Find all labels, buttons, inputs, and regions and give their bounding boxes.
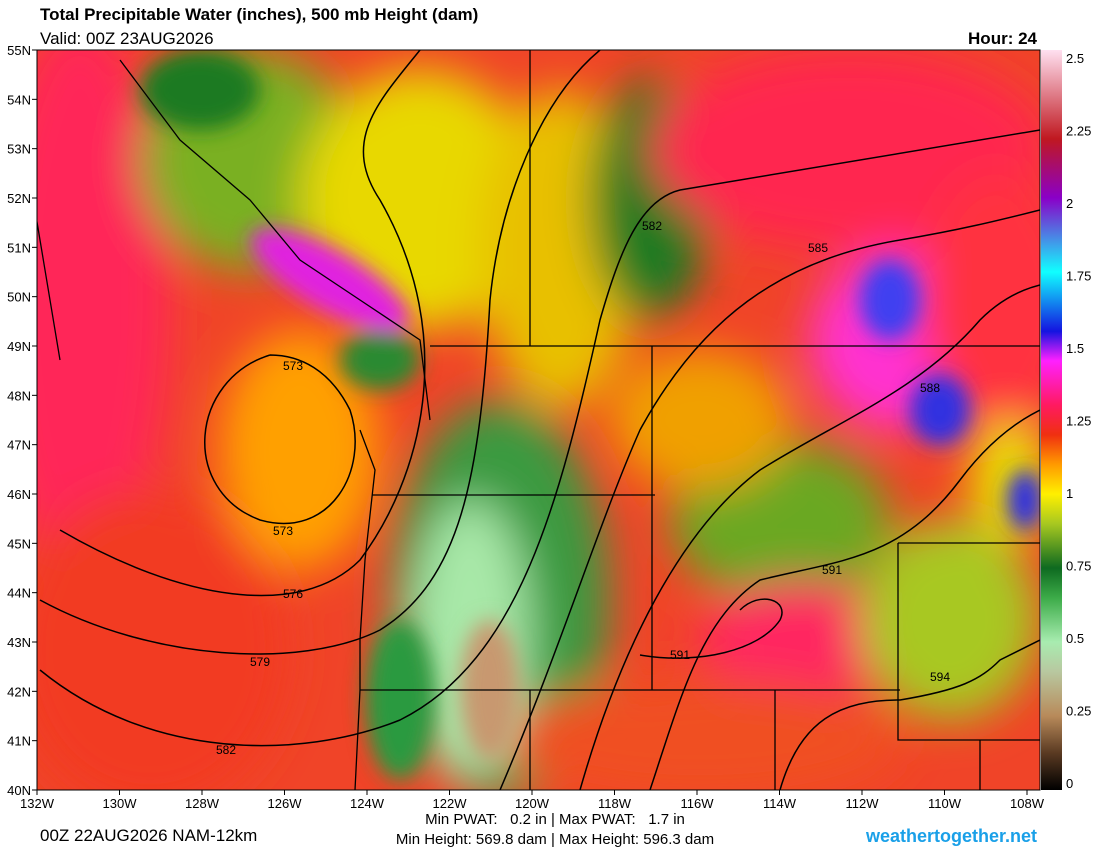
model-run: 00Z 22AUG2026 NAM-12km [40,826,257,845]
lon-label: 132W [20,796,55,811]
lat-label: 53N [7,142,31,157]
contour [649,409,1040,790]
colorbar-label: 0 [1066,776,1073,791]
contour [579,284,1040,790]
colorbar-label: 2.25 [1066,124,1091,139]
contour-label: 585 [808,241,828,255]
lon-label: 118W [598,796,632,811]
lon-label: 124W [350,796,385,811]
lon-label: 114W [763,796,797,811]
lat-label: 49N [7,339,31,354]
height-stats: Min Height: 569.8 dam | Max Height: 596.… [396,831,714,848]
borders [37,50,1040,790]
lat-label: 43N [7,635,31,650]
contour [639,598,783,659]
contour [204,354,356,525]
colorbar-label: 0.75 [1066,559,1091,574]
title: Total Precipitable Water (inches), 500 m… [40,5,478,24]
colorbar-label: 1.5 [1066,341,1084,356]
lon-label: 126W [268,796,303,811]
forecast-hour: Hour: 24 [968,29,1038,48]
site-name: weathertogether.net [865,826,1037,846]
lat-label: 52N [7,191,31,206]
lat-label: 41N [7,734,31,749]
map-frame [36,49,1041,791]
lon-label: 112W [846,796,880,811]
contour [59,50,426,597]
valid-time: Valid: 00Z 23AUG2026 [40,29,214,48]
colorbar-label: 2 [1066,196,1073,211]
contour-label: 573 [283,359,303,373]
lon-label: 108W [1010,796,1045,811]
contour-label: 591 [670,648,690,662]
lat-label: 45N [7,536,31,551]
lon-label: 110W [928,796,962,811]
colorbar-label: 0.25 [1066,704,1091,719]
pwat-field [37,50,1040,790]
lon-label: 116W [681,796,715,811]
lon-label: 128W [185,796,220,811]
colorbar-label: 0.5 [1066,631,1084,646]
lat-label: 40N [7,783,31,798]
contour [39,50,601,655]
pwat-stats: Min PWAT: 0.2 in | Max PWAT: 1.7 in [425,811,685,828]
contour [779,639,1040,790]
lat-label: 54N [7,92,31,107]
colorbar-label: 1 [1066,486,1073,501]
lat-label: 48N [7,388,31,403]
contour [39,129,1040,747]
contour-label: 579 [250,655,270,669]
contour-label: 576 [283,587,303,601]
lon-label: 130W [103,796,138,811]
contour [499,209,1040,790]
contour-label: 594 [930,670,950,684]
axes: 55N 54N 53N 52N 51N 50N 49N 48N 47N 46N 45N 44N 43N 4… [7,43,1045,811]
colorbar [1041,50,1062,790]
lon-label: 122W [433,796,468,811]
colorbar-labels: 2.5 2.25 2 1.75 1.5 1.25 1 0.75 0.5 0.25 0 [1066,51,1091,791]
colorbar-label: 1.75 [1066,269,1091,284]
contour-labels: 573 573 576 579 582 582 585 588 591 591 594 [216,219,950,757]
lon-label: 120W [515,796,550,811]
colorbar-label: 2.5 [1066,51,1084,66]
contour-label: 591 [822,563,842,577]
lat-label: 46N [7,487,31,502]
contour-label: 573 [273,524,293,538]
lat-label: 47N [7,438,31,453]
lat-label: 44N [7,586,31,601]
contour-label: 582 [216,743,236,757]
contour-label: 588 [920,381,940,395]
lat-label: 50N [7,290,31,305]
lat-label: 55N [7,43,31,58]
contour-label: 582 [642,219,662,233]
lat-label: 42N [7,684,31,699]
colorbar-label: 1.25 [1066,414,1091,429]
lat-label: 51N [7,240,31,255]
